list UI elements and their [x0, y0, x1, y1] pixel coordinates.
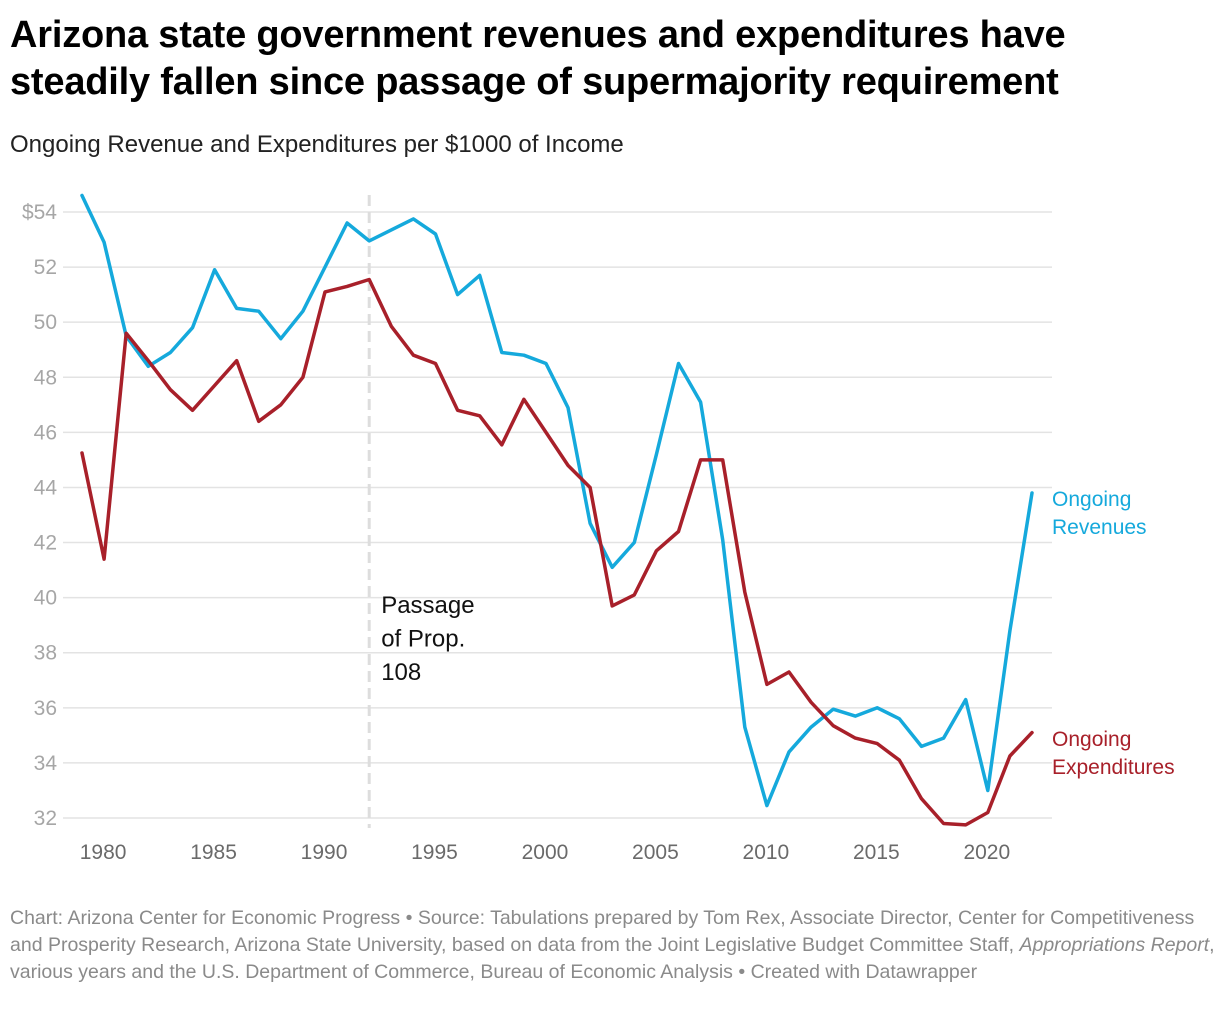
annotation-prop-108: Passage of Prop. 108	[367, 195, 475, 828]
y-tick-label: 40	[34, 587, 57, 610]
x-tick-label: 1995	[411, 841, 458, 864]
y-tick-label: 42	[34, 532, 57, 555]
x-tick-label: 1985	[190, 841, 237, 864]
annotation-text-line: 108	[381, 659, 421, 686]
x-axis: 1980 1985 1990 1995 2000 2005 2010 2015 2020	[80, 841, 1010, 864]
series-label-ongoing-revenues: Ongoing	[1052, 488, 1131, 511]
footer-source-text-end: , various years and the U.S. Department …	[10, 934, 1215, 983]
series-lines	[80, 193, 1034, 827]
y-tick-label: 44	[34, 476, 58, 499]
series-labels: Ongoing Revenues Ongoing Expenditures	[1052, 488, 1175, 779]
footer-report-title: Appropriations Report	[1019, 934, 1210, 956]
series-label-ongoing-expenditures: Expenditures	[1052, 756, 1175, 779]
y-tick-label: 36	[34, 697, 57, 720]
x-tick-label: 1980	[80, 841, 127, 864]
chart-title: Arizona state government revenues and ex…	[10, 14, 1066, 103]
y-tick-label: 38	[34, 642, 57, 665]
series-line-ongoing-revenues	[80, 193, 1034, 808]
x-tick-label: 2000	[522, 841, 569, 864]
y-tick-label: 48	[34, 366, 57, 389]
x-tick-label: 2015	[853, 841, 900, 864]
x-tick-label: 1990	[301, 841, 348, 864]
y-tick-label: 32	[34, 807, 57, 830]
chart-subtitle: Ongoing Revenue and Expenditures per $10…	[10, 131, 624, 158]
y-tick-label: $54	[22, 201, 57, 224]
series-label-ongoing-expenditures: Ongoing	[1052, 728, 1131, 751]
y-axis: $54 52 50 48 46 44 42 40 38 36 34 32	[22, 201, 57, 830]
series-label-ongoing-revenues: Revenues	[1052, 516, 1147, 539]
chart-footer: Chart: Arizona Center for Economic Progr…	[10, 905, 1215, 986]
series-line-ongoing-expenditures	[80, 277, 1034, 827]
annotation-text-line: Passage	[381, 592, 474, 619]
gridlines	[63, 211, 1052, 819]
x-tick-label: 2005	[632, 841, 679, 864]
annotation-text-line: of Prop.	[381, 626, 465, 653]
y-tick-label: 46	[34, 421, 57, 444]
footer-source-text: Chart: Arizona Center for Economic Progr…	[10, 907, 1195, 956]
y-tick-label: 34	[34, 752, 58, 775]
x-tick-label: 2020	[963, 841, 1010, 864]
y-tick-label: 50	[34, 311, 57, 334]
y-tick-label: 52	[34, 256, 57, 279]
x-tick-label: 2010	[743, 841, 790, 864]
